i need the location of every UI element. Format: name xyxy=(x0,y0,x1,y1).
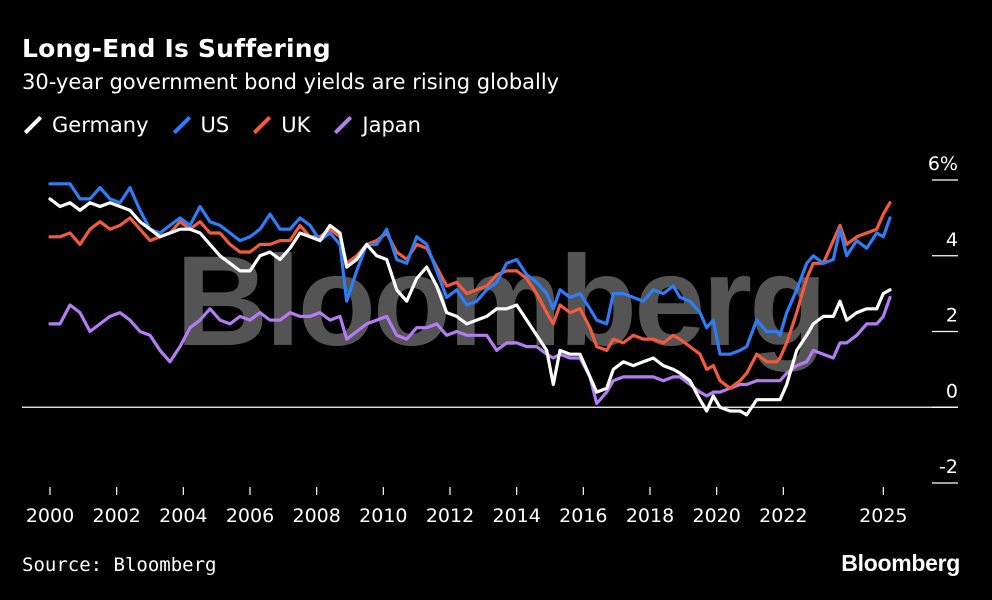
bloomberg-logo: Bloomberg xyxy=(841,550,960,576)
series-line-japan xyxy=(48,295,892,406)
y-tick-label: -2 xyxy=(939,456,958,478)
x-tick-label: 2010 xyxy=(359,505,407,527)
legend: Germany US UK Japan xyxy=(22,113,443,137)
legend-label-japan: Japan xyxy=(362,113,421,137)
x-tick-label: 2000 xyxy=(26,505,74,527)
x-tick-label: 2020 xyxy=(692,505,740,527)
legend-label-germany: Germany xyxy=(52,113,149,137)
x-tick-label: 2022 xyxy=(759,505,807,527)
x-tick-label: 2014 xyxy=(492,505,540,527)
y-tick-label: 6% xyxy=(928,153,958,175)
series-line-us xyxy=(48,182,892,356)
legend-item-germany: Germany xyxy=(22,113,149,137)
legend-item-uk: UK xyxy=(251,113,310,137)
x-tick-label: 2012 xyxy=(426,505,474,527)
y-tick-label: 4 xyxy=(946,229,958,251)
chart-title: Long-End Is Suffering xyxy=(22,34,331,63)
x-tick-label: 2025 xyxy=(859,505,907,527)
legend-item-japan: Japan xyxy=(332,113,421,137)
x-tick-label: 2008 xyxy=(292,505,340,527)
y-tick-label: 0 xyxy=(946,380,958,402)
watermark-text: Bloomberg xyxy=(176,230,825,373)
chart-subtitle: 30-year government bond yields are risin… xyxy=(22,70,560,94)
series-line-germany xyxy=(48,197,892,417)
y-tick-label: 2 xyxy=(946,305,958,327)
x-tick-label: 2004 xyxy=(159,505,207,527)
x-tick-label: 2006 xyxy=(226,505,274,527)
source-note: Source: Bloomberg xyxy=(22,554,217,576)
x-tick-label: 2002 xyxy=(92,505,140,527)
legend-label-uk: UK xyxy=(281,113,311,137)
legend-label-us: US xyxy=(200,113,230,137)
series-line-uk xyxy=(48,201,892,390)
x-tick-label: 2018 xyxy=(626,505,674,527)
x-tick-label: 2016 xyxy=(559,505,607,527)
legend-item-us: US xyxy=(171,113,230,137)
